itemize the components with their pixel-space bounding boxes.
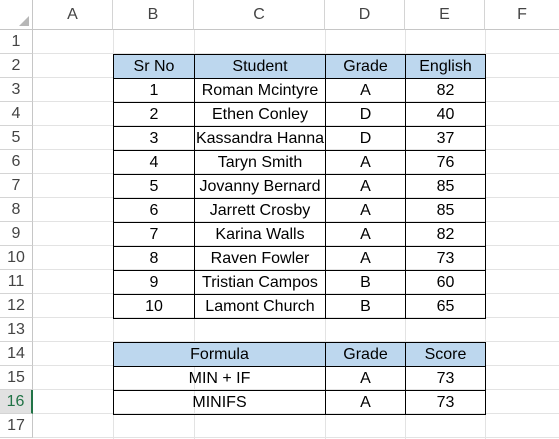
row-header-14[interactable]: 14 — [0, 342, 33, 366]
table-row: 2 Ethen Conley D 40 — [113, 102, 486, 127]
table-row: 4 Taryn Smith A 76 — [113, 150, 486, 175]
cell-sr-no[interactable]: 7 — [113, 222, 195, 247]
table-row: MIN + IF A 73 — [113, 366, 486, 391]
cell-student[interactable]: Jarrett Crosby — [194, 198, 326, 223]
column-header-a[interactable]: A — [33, 0, 113, 30]
cell-english[interactable]: 85 — [405, 198, 486, 223]
table-row: 7 Karina Walls A 82 — [113, 222, 486, 247]
cell-english[interactable]: 76 — [405, 150, 486, 175]
row-header-5[interactable]: 5 — [0, 126, 33, 150]
row-header-10[interactable]: 10 — [0, 246, 33, 270]
header-formula[interactable]: Formula — [113, 342, 326, 367]
cell-student[interactable]: Raven Fowler — [194, 246, 326, 271]
header-english[interactable]: English — [405, 54, 486, 79]
cell-sr-no[interactable]: 3 — [113, 126, 195, 151]
cell-grade[interactable]: A — [325, 198, 406, 223]
column-header-b[interactable]: B — [113, 0, 194, 30]
row-header-2[interactable]: 2 — [0, 54, 33, 78]
row-header-6[interactable]: 6 — [0, 150, 33, 174]
table-row: MINIFS A 73 — [113, 390, 486, 415]
cell-grade[interactable]: A — [325, 174, 406, 199]
cell-grade[interactable]: B — [325, 294, 406, 319]
header-student[interactable]: Student — [194, 54, 326, 79]
row-header-7[interactable]: 7 — [0, 174, 33, 198]
cell-english[interactable]: 73 — [405, 246, 486, 271]
student-table-header-row: Sr No Student Grade English — [113, 54, 486, 79]
column-header-c[interactable]: C — [194, 0, 325, 30]
row-header-4[interactable]: 4 — [0, 102, 33, 126]
cell-sr-no[interactable]: 9 — [113, 270, 195, 295]
cell-student[interactable]: Roman Mcintyre — [194, 78, 326, 103]
cell-student[interactable]: Karina Walls — [194, 222, 326, 247]
row-header-8[interactable]: 8 — [0, 198, 33, 222]
cell-grade[interactable]: B — [325, 270, 406, 295]
cell-student[interactable]: Jovanny Bernard — [194, 174, 326, 199]
cell-grade[interactable]: A — [325, 150, 406, 175]
table-row: 6 Jarrett Crosby A 85 — [113, 198, 486, 223]
cell-english[interactable]: 82 — [405, 78, 486, 103]
table-row: 5 Jovanny Bernard A 85 — [113, 174, 486, 199]
header-sr-no[interactable]: Sr No — [113, 54, 195, 79]
gridline — [33, 53, 559, 54]
cell-student[interactable]: Kassandra Hanna — [194, 126, 326, 151]
column-header-f[interactable]: F — [485, 0, 559, 30]
cell-english[interactable]: 37 — [405, 126, 486, 151]
select-all-triangle-icon — [19, 16, 29, 26]
select-all-corner[interactable] — [0, 0, 33, 30]
gridline — [33, 437, 559, 438]
header-grade[interactable]: Grade — [325, 54, 406, 79]
cell-student[interactable]: Lamont Church — [194, 294, 326, 319]
cell-english[interactable]: 40 — [405, 102, 486, 127]
cell-grade[interactable]: D — [325, 102, 406, 127]
cell-sr-no[interactable]: 2 — [113, 102, 195, 127]
gridline — [485, 30, 486, 439]
cell-sr-no[interactable]: 8 — [113, 246, 195, 271]
cell-formula[interactable]: MINIFS — [113, 390, 326, 415]
cell-english[interactable]: 85 — [405, 174, 486, 199]
row-header-16[interactable]: 16 — [0, 390, 33, 414]
cell-english[interactable]: 65 — [405, 294, 486, 319]
cell-score[interactable]: 73 — [405, 366, 486, 391]
table-row: 3 Kassandra Hanna D 37 — [113, 126, 486, 151]
cell-sr-no[interactable]: 5 — [113, 174, 195, 199]
cell-student[interactable]: Taryn Smith — [194, 150, 326, 175]
row-header-13[interactable]: 13 — [0, 318, 33, 342]
cell-student[interactable]: Tristian Campos — [194, 270, 326, 295]
student-table: Sr No Student Grade English 1 Roman Mcint… — [113, 54, 486, 319]
cell-result-grade[interactable]: A — [325, 366, 406, 391]
table-row: 8 Raven Fowler A 73 — [113, 246, 486, 271]
cell-sr-no[interactable]: 1 — [113, 78, 195, 103]
table-row: 10 Lamont Church B 65 — [113, 294, 486, 319]
cell-score[interactable]: 73 — [405, 390, 486, 415]
cell-grade[interactable]: A — [325, 78, 406, 103]
row-header-17[interactable]: 17 — [0, 414, 33, 438]
row-header-12[interactable]: 12 — [0, 294, 33, 318]
cell-english[interactable]: 82 — [405, 222, 486, 247]
cell-grade[interactable]: D — [325, 126, 406, 151]
header-score[interactable]: Score — [405, 342, 486, 367]
cell-grade[interactable]: A — [325, 222, 406, 247]
row-header-15[interactable]: 15 — [0, 366, 33, 390]
row-header-11[interactable]: 11 — [0, 270, 33, 294]
cell-english[interactable]: 60 — [405, 270, 486, 295]
cell-grade[interactable]: A — [325, 246, 406, 271]
cell-student[interactable]: Ethen Conley — [194, 102, 326, 127]
row-header-1[interactable]: 1 — [0, 30, 33, 54]
result-table-header-row: Formula Grade Score — [113, 342, 486, 367]
table-row: 9 Tristian Campos B 60 — [113, 270, 486, 295]
row-header-9[interactable]: 9 — [0, 222, 33, 246]
column-header-e[interactable]: E — [405, 0, 485, 30]
column-header-d[interactable]: D — [325, 0, 405, 30]
cell-sr-no[interactable]: 10 — [113, 294, 195, 319]
gridline — [33, 341, 559, 342]
cell-formula[interactable]: MIN + IF — [113, 366, 326, 391]
header-result-grade[interactable]: Grade — [325, 342, 406, 367]
table-row: 1 Roman Mcintyre A 82 — [113, 78, 486, 103]
cell-sr-no[interactable]: 4 — [113, 150, 195, 175]
row-header-3[interactable]: 3 — [0, 78, 33, 102]
cell-sr-no[interactable]: 6 — [113, 198, 195, 223]
cell-result-grade[interactable]: A — [325, 390, 406, 415]
result-table: Formula Grade Score MIN + IF A 73 MINIFS A 73 — [113, 342, 486, 415]
